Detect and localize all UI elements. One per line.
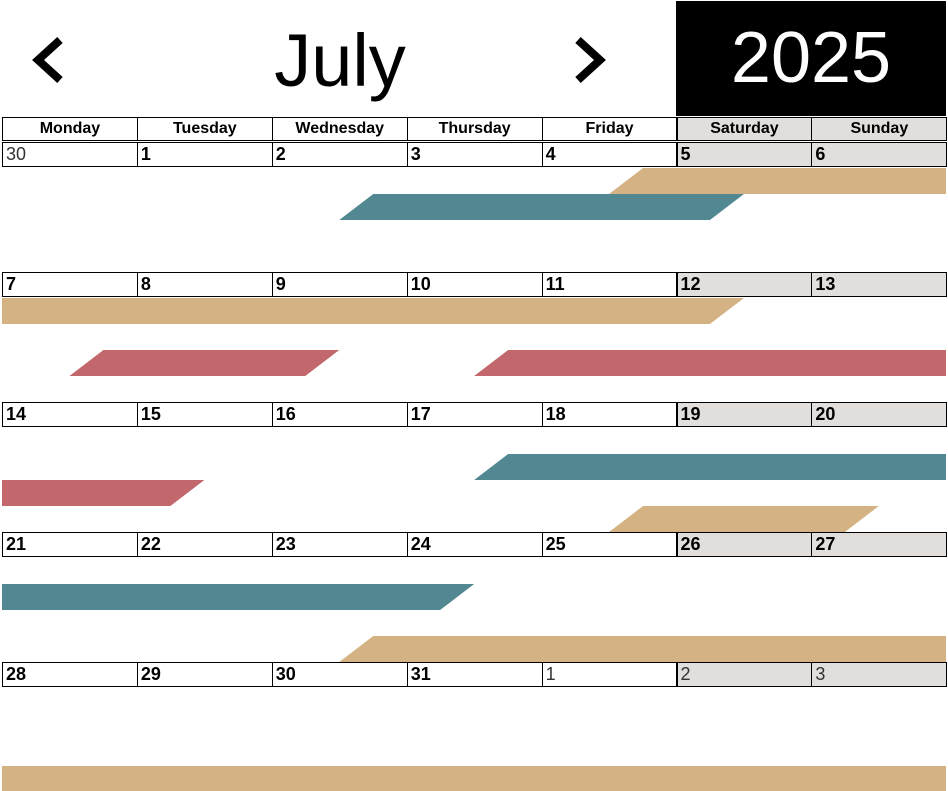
day-cell[interactable]: 26 [676, 532, 813, 557]
day-cell[interactable]: 4 [541, 142, 678, 167]
calendar-header: July 2025 [0, 0, 948, 116]
day-cell[interactable]: 1 [541, 662, 678, 687]
day-cell[interactable]: 21 [2, 532, 138, 557]
weekday-friday: Friday [541, 117, 678, 141]
day-cell[interactable]: 11 [541, 272, 678, 297]
event-bar-teal[interactable] [2, 584, 475, 610]
weekday-sunday: Sunday [811, 117, 948, 141]
day-cell[interactable]: 15 [136, 402, 273, 427]
day-cell[interactable]: 25 [541, 532, 678, 557]
day-cell[interactable]: 24 [406, 532, 543, 557]
chevron-right-icon[interactable] [558, 28, 618, 92]
weekday-thursday: Thursday [406, 117, 543, 141]
event-bar-red[interactable] [2, 480, 205, 506]
event-bar-tan[interactable] [339, 636, 946, 662]
event-bar-red[interactable] [474, 350, 946, 376]
day-cell[interactable]: 30 [2, 142, 138, 167]
day-cell[interactable]: 3 [811, 662, 948, 687]
event-bar-tan[interactable] [2, 298, 744, 324]
day-cell[interactable]: 22 [136, 532, 273, 557]
day-cell[interactable]: 8 [136, 272, 273, 297]
day-cell[interactable]: 16 [271, 402, 408, 427]
day-cell[interactable]: 28 [2, 662, 138, 687]
day-cell[interactable]: 27 [811, 532, 948, 557]
day-cell[interactable]: 13 [811, 272, 948, 297]
day-cell[interactable]: 2 [271, 142, 408, 167]
event-bar-teal[interactable] [474, 454, 946, 480]
day-cell[interactable]: 5 [676, 142, 813, 167]
chevron-left-icon[interactable] [20, 28, 80, 92]
year-title: 2025 [730, 18, 892, 98]
day-cell[interactable]: 10 [406, 272, 543, 297]
day-cell[interactable]: 17 [406, 402, 543, 427]
day-cell[interactable]: 2 [676, 662, 813, 687]
day-cell[interactable]: 30 [271, 662, 408, 687]
day-cell[interactable]: 12 [676, 272, 813, 297]
weekday-monday: Monday [2, 117, 138, 141]
day-cell[interactable]: 31 [406, 662, 543, 687]
event-bar-tan[interactable] [609, 168, 946, 194]
day-cell[interactable]: 23 [271, 532, 408, 557]
day-cell[interactable]: 18 [541, 402, 678, 427]
year-box: 2025 [676, 1, 946, 116]
event-bar-tan[interactable] [2, 766, 946, 791]
day-cell[interactable]: 3 [406, 142, 543, 167]
day-cell[interactable]: 29 [136, 662, 273, 687]
weekday-tuesday: Tuesday [136, 117, 273, 141]
day-cell[interactable]: 9 [271, 272, 408, 297]
day-cell[interactable]: 19 [676, 402, 813, 427]
month-title: July [274, 19, 406, 102]
day-cell[interactable]: 6 [811, 142, 948, 167]
day-cell[interactable]: 14 [2, 402, 138, 427]
weekday-saturday: Saturday [676, 117, 813, 141]
event-bar-tan[interactable] [609, 506, 879, 532]
day-cell[interactable]: 20 [811, 402, 948, 427]
day-cell[interactable]: 1 [136, 142, 273, 167]
event-bar-teal[interactable] [339, 194, 744, 220]
day-cell[interactable]: 7 [2, 272, 138, 297]
event-bar-red[interactable] [69, 350, 340, 376]
weekday-wednesday: Wednesday [271, 117, 408, 141]
